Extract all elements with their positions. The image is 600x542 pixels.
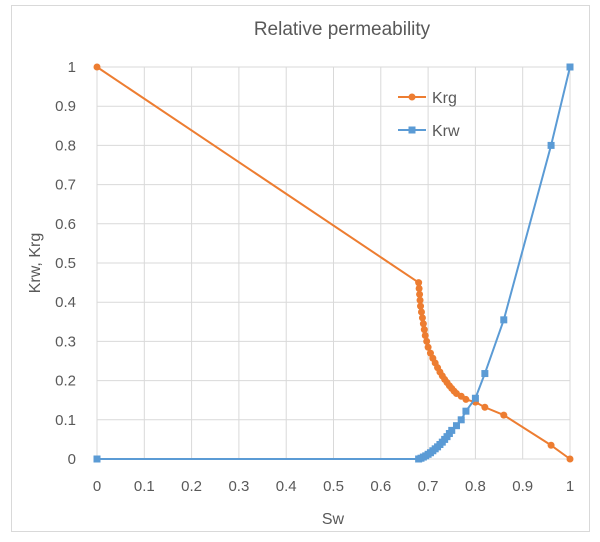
- x-tick-label: 0.6: [370, 478, 391, 495]
- series-krg-point: [416, 290, 424, 298]
- y-tick-label: 0.1: [55, 412, 76, 429]
- series-krw-point: [566, 63, 574, 71]
- legend-item-krg: Krg: [398, 90, 457, 107]
- y-axis-label: Krw, Krg: [27, 233, 44, 293]
- x-tick-label: 0.7: [418, 478, 439, 495]
- x-tick-label: 0.8: [465, 478, 486, 495]
- y-tick-label: 0: [68, 451, 76, 468]
- y-tick-label: 0.5: [55, 255, 76, 272]
- series-krw-point: [452, 422, 460, 430]
- legend: Krg Krw: [398, 90, 460, 140]
- grid-lines: [96, 66, 571, 460]
- series-krg-point: [420, 326, 428, 334]
- series-krg-point: [462, 395, 470, 403]
- y-tick-label: 0.4: [55, 294, 76, 311]
- series-krg: [93, 63, 574, 463]
- legend-krg-label: Krg: [432, 90, 457, 107]
- y-tick-label: 0.7: [55, 177, 76, 194]
- y-tick-label: 0.2: [55, 373, 76, 390]
- legend-krw-label: Krw: [432, 123, 460, 140]
- series-krg-point: [547, 441, 555, 449]
- x-axis-label: Sw: [322, 511, 345, 528]
- x-tick-label: 0.1: [134, 478, 155, 495]
- series-group: [93, 63, 574, 463]
- series-krg-point: [423, 337, 431, 345]
- series-krg-point: [417, 302, 425, 310]
- x-tick-label: 0.5: [323, 478, 344, 495]
- series-krg-point: [419, 320, 427, 328]
- y-tick-label: 0.3: [55, 333, 76, 350]
- legend-krg-marker: [408, 93, 416, 101]
- series-krg-point: [417, 308, 425, 316]
- legend-krw-marker: [408, 126, 416, 134]
- series-krw-point: [471, 394, 479, 402]
- x-tick-label: 1: [566, 478, 574, 495]
- series-krw-point: [500, 316, 508, 324]
- series-krg-point: [416, 296, 424, 304]
- series-krw-point: [93, 455, 101, 463]
- legend-item-krw: Krw: [398, 123, 460, 140]
- series-krw-point: [462, 407, 470, 415]
- series-krg-point: [418, 314, 426, 322]
- series-krg-point: [481, 403, 489, 411]
- series-krg-point: [500, 411, 508, 419]
- chart-title: Relative permeability: [254, 19, 431, 40]
- series-krg-point: [93, 63, 101, 71]
- series-krg-point: [415, 279, 423, 287]
- series-krg-point: [415, 284, 423, 292]
- x-tick-label: 0.2: [181, 478, 202, 495]
- series-krw-point: [547, 141, 555, 149]
- y-tick-label: 0.8: [55, 137, 76, 154]
- series-krw-point: [448, 426, 456, 434]
- tick-labels: 0 0.1 0.2 0.3 0.4 0.5 0.6 0.7 0.8 0.9 1 0 0.1 0.2 0.3 0…: [55, 59, 574, 495]
- series-krg-point: [424, 343, 432, 351]
- series-krw-point: [481, 370, 489, 378]
- y-tick-label: 0.9: [55, 98, 76, 115]
- series-krg-point: [566, 455, 574, 463]
- y-tick-label: 0.6: [55, 216, 76, 233]
- x-tick-label: 0.9: [512, 478, 533, 495]
- chart-frame: [11, 5, 590, 532]
- series-krw-point: [457, 416, 465, 424]
- series-krg-point: [421, 332, 429, 340]
- x-tick-label: 0.4: [276, 478, 297, 495]
- y-tick-label: 1: [68, 59, 76, 76]
- series-krw: [93, 63, 574, 463]
- x-tick-label: 0.3: [228, 478, 249, 495]
- x-tick-label: 0: [93, 478, 101, 495]
